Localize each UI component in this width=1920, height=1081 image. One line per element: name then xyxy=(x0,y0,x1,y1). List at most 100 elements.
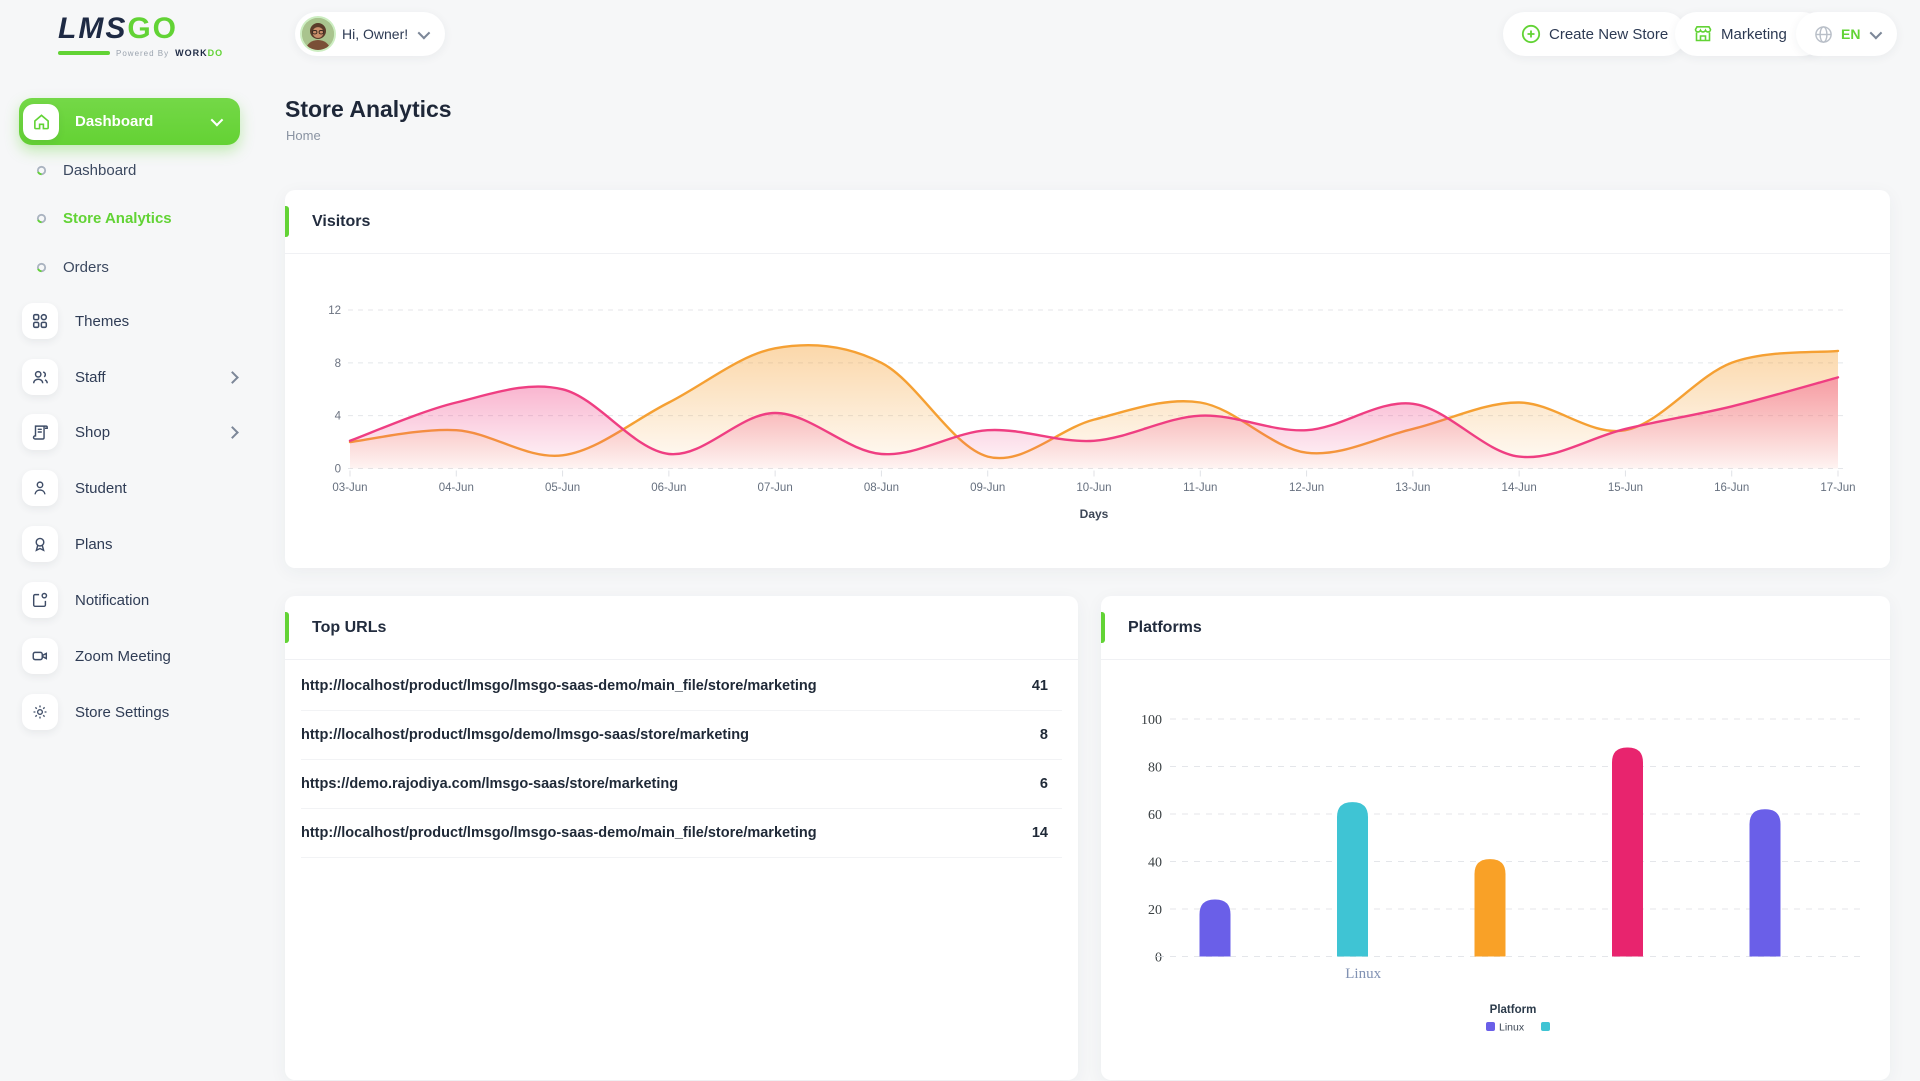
user-menu[interactable]: Hi, Owner! xyxy=(295,12,446,56)
x-axis-tick: 08-Jun xyxy=(864,482,899,494)
y-axis-tick: 12 xyxy=(328,305,341,317)
avatar xyxy=(302,18,334,50)
breadcrumb[interactable]: Home xyxy=(286,128,321,143)
top-urls-card-title: Top URLs xyxy=(312,618,387,636)
page-title: Store Analytics xyxy=(285,96,452,122)
sidebar-item-student[interactable]: Student xyxy=(22,470,237,506)
chevron-right-icon xyxy=(226,370,239,384)
platforms-chart-svg: 100 80 60 40 20 0 Linux Platform Linux xyxy=(1141,713,1860,1034)
visitors-card-title: Visitors xyxy=(312,212,371,230)
sidebar-item-label: Dashboard xyxy=(63,162,137,179)
count-cell: 6 xyxy=(1039,776,1048,792)
logo-underline xyxy=(58,51,110,55)
sidebar-item-label: Student xyxy=(75,479,127,497)
count-cell: 14 xyxy=(1031,825,1048,841)
platform-bar-4 xyxy=(1749,809,1781,957)
y-axis-tick: 60 xyxy=(1148,808,1162,823)
sidebar-item-zoom-meeting[interactable]: Zoom Meeting xyxy=(22,638,237,674)
x-axis-tick: 11-Jun xyxy=(1183,482,1217,494)
video-camera-icon xyxy=(22,638,58,674)
url-cell: https://demo.rajodiya.com/lmsgo-saas/sto… xyxy=(301,776,679,792)
y-axis-tick: 8 xyxy=(335,358,341,370)
x-axis-tick: 16-Jun xyxy=(1714,482,1749,494)
platforms-card: Platforms 100 80 60 40 20 0 Linux Platform Linux xyxy=(1101,596,1890,1080)
sidebar-item-label: Shop xyxy=(75,423,111,441)
x-axis-category-label: Linux xyxy=(1345,966,1381,982)
home-icon xyxy=(23,103,59,140)
x-axis-tick: 07-Jun xyxy=(758,482,793,494)
y-axis-tick: 100 xyxy=(1141,713,1162,728)
sidebar-item-themes[interactable]: Themes xyxy=(22,303,237,339)
legend-item-label[interactable]: Linux xyxy=(1499,1022,1525,1034)
greeting-label: Hi, Owner! xyxy=(342,26,409,42)
sidebar-item-label: Zoom Meeting xyxy=(75,647,171,665)
sidebar-item-orders[interactable]: Orders xyxy=(36,259,109,276)
table-row[interactable]: http://localhost/product/lmsgo/lmsgo-saa… xyxy=(301,809,1062,858)
x-axis-tick: 05-Jun xyxy=(545,482,580,494)
sidebar-item-label: Notification xyxy=(75,591,150,609)
platform-bar-0 xyxy=(1199,899,1231,957)
sidebar-item-store-analytics[interactable]: Store Analytics xyxy=(36,210,172,227)
chevron-right-icon xyxy=(226,425,239,439)
legend-swatch[interactable] xyxy=(1486,1022,1495,1031)
x-axis-tick: 10-Jun xyxy=(1076,482,1111,494)
user-icon xyxy=(22,470,58,506)
language-label: EN xyxy=(1841,26,1861,42)
sidebar-item-store-settings[interactable]: Store Settings xyxy=(22,694,237,730)
sidebar: Dashboard Dashboard Store Analytics Orde… xyxy=(0,80,262,1080)
visitors-chart-svg: 0 4 8 12 03-Jun 04-Jun 05-Jun 06-Jun 07-Jun 08-Ju… xyxy=(328,305,1855,521)
x-axis-tick: 15-Jun xyxy=(1608,482,1643,494)
sidebar-item-dashboard[interactable]: Dashboard xyxy=(36,162,136,179)
legend-title: Platform xyxy=(1490,1004,1537,1016)
sidebar-item-label: Orders xyxy=(63,259,109,276)
legend-swatch[interactable] xyxy=(1541,1022,1550,1031)
globe-icon xyxy=(1814,25,1833,44)
sidebar-item-label: Staff xyxy=(75,368,106,386)
app-logo[interactable]: LMSGO Powered By WORKDO xyxy=(58,12,228,58)
x-axis-tick: 06-Jun xyxy=(651,482,686,494)
sidebar-item-label: Themes xyxy=(75,312,130,330)
gear-icon xyxy=(22,694,58,730)
create-new-store-label: Create New Store xyxy=(1549,25,1669,43)
create-new-store-button[interactable]: Create New Store xyxy=(1503,12,1687,56)
sidebar-item-shop[interactable]: Shop xyxy=(22,414,239,450)
x-axis-label: Days xyxy=(1080,507,1109,521)
storefront-icon xyxy=(1693,24,1713,44)
sidebar-item-label: Plans xyxy=(75,535,113,553)
visitors-card: Visitors 0 4 8 12 03-Jun 04-Jun 05-Jun 06-Jun 07… xyxy=(285,190,1890,568)
sidebar-item-label: Store Analytics xyxy=(63,210,172,227)
platforms-bar-chart: 100 80 60 40 20 0 Linux Platform Linux xyxy=(1101,660,1890,1081)
sidebar-item-plans[interactable]: Plans xyxy=(22,526,237,562)
sidebar-item-notification[interactable]: Notification xyxy=(22,582,237,618)
table-row[interactable]: http://localhost/product/lmsgo/lmsgo-saa… xyxy=(301,662,1062,711)
url-cell: http://localhost/product/lmsgo/demo/lmsg… xyxy=(301,727,749,743)
y-axis-tick: 0 xyxy=(1155,951,1162,966)
sidebar-item-staff[interactable]: Staff xyxy=(22,359,239,395)
top-urls-card: Top URLs http://localhost/product/lmsgo/… xyxy=(285,596,1078,1080)
chevron-down-icon xyxy=(210,113,224,127)
count-cell: 8 xyxy=(1039,727,1048,743)
x-axis-tick: 04-Jun xyxy=(439,482,474,494)
y-axis-tick: 0 xyxy=(335,464,341,476)
series-2-pink-line xyxy=(348,376,1840,459)
table-row[interactable]: https://demo.rajodiya.com/lmsgo-saas/sto… xyxy=(301,760,1062,809)
logo-text: LMSGO xyxy=(58,12,178,45)
language-selector[interactable]: EN xyxy=(1796,12,1898,56)
platform-bar-1 xyxy=(1337,802,1368,957)
grid-icon xyxy=(22,303,58,339)
sidebar-group-dashboard[interactable]: Dashboard xyxy=(19,98,240,145)
url-cell: http://localhost/product/lmsgo/lmsgo-saa… xyxy=(301,678,817,694)
platforms-card-title: Platforms xyxy=(1128,618,1202,636)
x-axis-tick: 17-Jun xyxy=(1820,482,1855,494)
award-icon xyxy=(22,526,58,562)
series-2-pink-area xyxy=(350,377,1838,469)
y-axis-tick: 80 xyxy=(1148,761,1162,776)
x-axis-tick: 03-Jun xyxy=(332,482,367,494)
powered-by-label: Powered By xyxy=(116,48,170,58)
x-axis-tick: 12-Jun xyxy=(1289,482,1324,494)
store-selector-label: Marketing xyxy=(1721,25,1787,43)
users-icon xyxy=(22,359,58,395)
workdo-label: WORKDO xyxy=(175,48,224,58)
y-axis-tick: 4 xyxy=(335,411,342,423)
table-row[interactable]: http://localhost/product/lmsgo/demo/lmsg… xyxy=(301,711,1062,760)
